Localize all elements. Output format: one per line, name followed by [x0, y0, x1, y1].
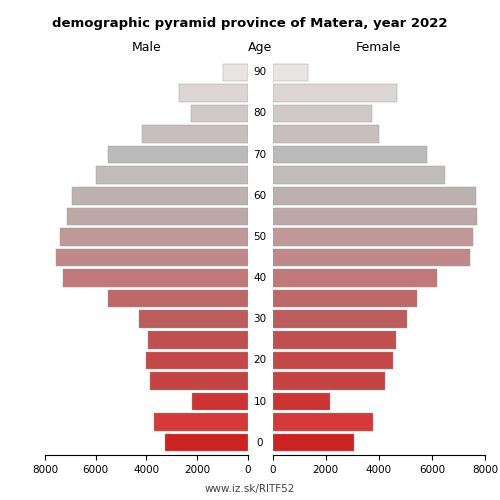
Bar [272, 187, 476, 204]
Text: www.iz.sk/RITF52: www.iz.sk/RITF52 [205, 484, 295, 494]
Text: 40: 40 [254, 273, 266, 283]
Bar [62, 270, 248, 287]
Bar [96, 166, 248, 184]
Bar [272, 310, 406, 328]
Bar [60, 228, 248, 246]
Text: 30: 30 [254, 314, 266, 324]
Bar [192, 393, 248, 410]
Bar [272, 84, 398, 102]
Bar [138, 310, 248, 328]
Bar [224, 64, 248, 81]
Text: 50: 50 [254, 232, 266, 242]
Bar [272, 434, 353, 452]
Text: 10: 10 [254, 396, 266, 406]
Text: demographic pyramid province of Matera, year 2022: demographic pyramid province of Matera, … [52, 18, 448, 30]
Bar [56, 249, 248, 266]
Bar [272, 146, 426, 164]
Bar [272, 126, 379, 143]
Bar [272, 208, 477, 225]
Bar [272, 352, 394, 369]
Bar [272, 104, 372, 122]
Bar [272, 64, 308, 81]
Text: 0: 0 [257, 438, 263, 448]
Bar [148, 331, 248, 348]
Bar [179, 84, 248, 102]
Text: 60: 60 [254, 191, 266, 201]
Bar [154, 414, 248, 431]
Bar [272, 228, 473, 246]
Bar [108, 146, 248, 164]
Bar [272, 393, 330, 410]
Text: Male: Male [132, 41, 161, 54]
Bar [272, 372, 386, 390]
Bar [72, 187, 248, 204]
Bar [146, 352, 248, 369]
Bar [272, 331, 396, 348]
Bar [165, 434, 248, 452]
Bar [272, 270, 437, 287]
Bar [190, 104, 248, 122]
Text: Female: Female [356, 41, 402, 54]
Bar [272, 414, 374, 431]
Text: 20: 20 [254, 356, 266, 366]
Bar [272, 249, 470, 266]
Bar [272, 290, 418, 308]
Text: 70: 70 [254, 150, 266, 160]
Bar [272, 166, 445, 184]
Bar [66, 208, 248, 225]
Bar [142, 126, 248, 143]
Bar [108, 290, 248, 308]
Bar [150, 372, 248, 390]
Text: 90: 90 [254, 68, 266, 78]
Text: Age: Age [248, 41, 272, 54]
Text: 80: 80 [254, 108, 266, 118]
